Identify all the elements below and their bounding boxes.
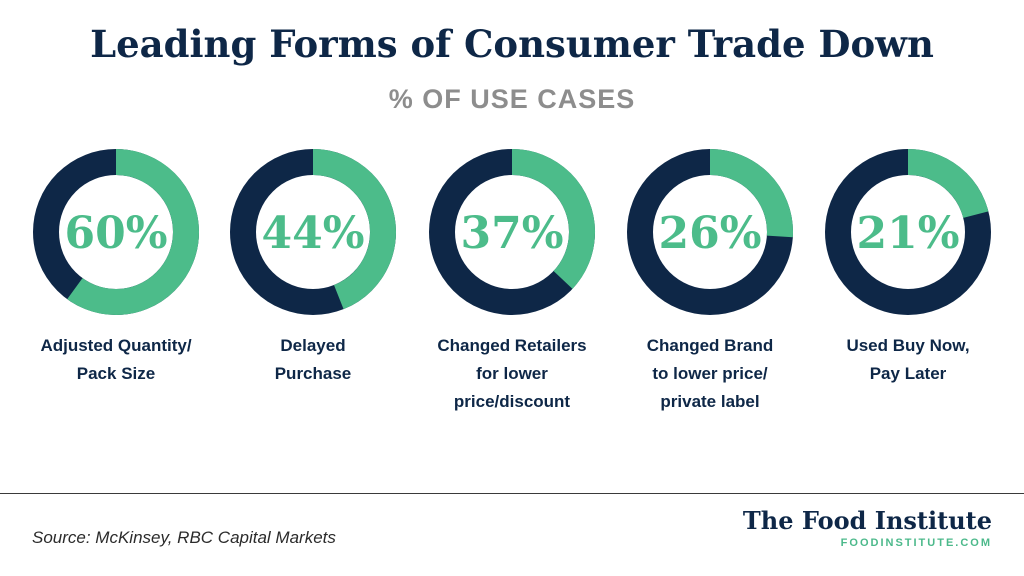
- category-label-line: price/discount: [453, 392, 571, 411]
- category-label-line: Used Buy Now,: [846, 336, 970, 355]
- donut-3: 37%: [429, 149, 595, 315]
- category-label-line: to lower price/: [652, 364, 768, 383]
- chart-title: Leading Forms of Consumer Trade Down: [90, 22, 934, 66]
- donut-value-arc-3: [511, 149, 595, 289]
- category-label-4: Changed Brand to lower price/private labe…: [615, 332, 805, 416]
- donut-2: 44%: [230, 149, 396, 315]
- brand-url: FOODINSTITUTE.COM: [840, 537, 992, 549]
- brand-logo: The Food Institute FOODINSTITUTE.COM: [743, 506, 992, 550]
- category-label-3: Changed Retailers for lower price/discount: [417, 332, 607, 416]
- donut-value-arc-2: [312, 149, 396, 310]
- category-label-line: for lower: [476, 364, 548, 383]
- donut-value-arc-5: [907, 149, 989, 219]
- footer-divider: [0, 493, 1024, 494]
- category-label-line: Pack Size: [76, 364, 156, 383]
- donut-1: 60%: [33, 149, 199, 315]
- category-label-line: Delayed: [280, 336, 346, 355]
- donut-5: 21%: [825, 149, 991, 315]
- category-label-line: Adjusted Quantity/: [40, 336, 192, 355]
- donut-value-label-4: 26%: [658, 208, 761, 259]
- donut-value-arc-1: [67, 149, 199, 315]
- donut-value-arc-4: [709, 149, 793, 238]
- donut-value-label-1: 60%: [64, 208, 167, 259]
- category-label-line: Changed Retailers: [437, 336, 587, 355]
- category-label-5: Used Buy Now, Pay Later: [813, 332, 1003, 388]
- category-label-line: Purchase: [274, 364, 352, 383]
- category-label-1: Adjusted Quantity/Pack Size: [21, 332, 211, 388]
- donut-value-label-3: 37%: [460, 208, 563, 259]
- donut-4: 26%: [627, 149, 793, 315]
- category-label-2: Delayed Purchase: [218, 332, 408, 388]
- donut-value-label-2: 44%: [261, 208, 364, 259]
- source-note: Source: McKinsey, RBC Capital Markets: [32, 528, 336, 547]
- category-label-line: Changed Brand: [646, 336, 774, 355]
- chart-subtitle: % OF USE CASES: [388, 84, 636, 114]
- donut-value-label-5: 21%: [856, 208, 959, 259]
- category-label-line: private label: [660, 392, 760, 411]
- category-label-line: Pay Later: [869, 364, 947, 383]
- brand-name: The Food Institute: [742, 506, 992, 535]
